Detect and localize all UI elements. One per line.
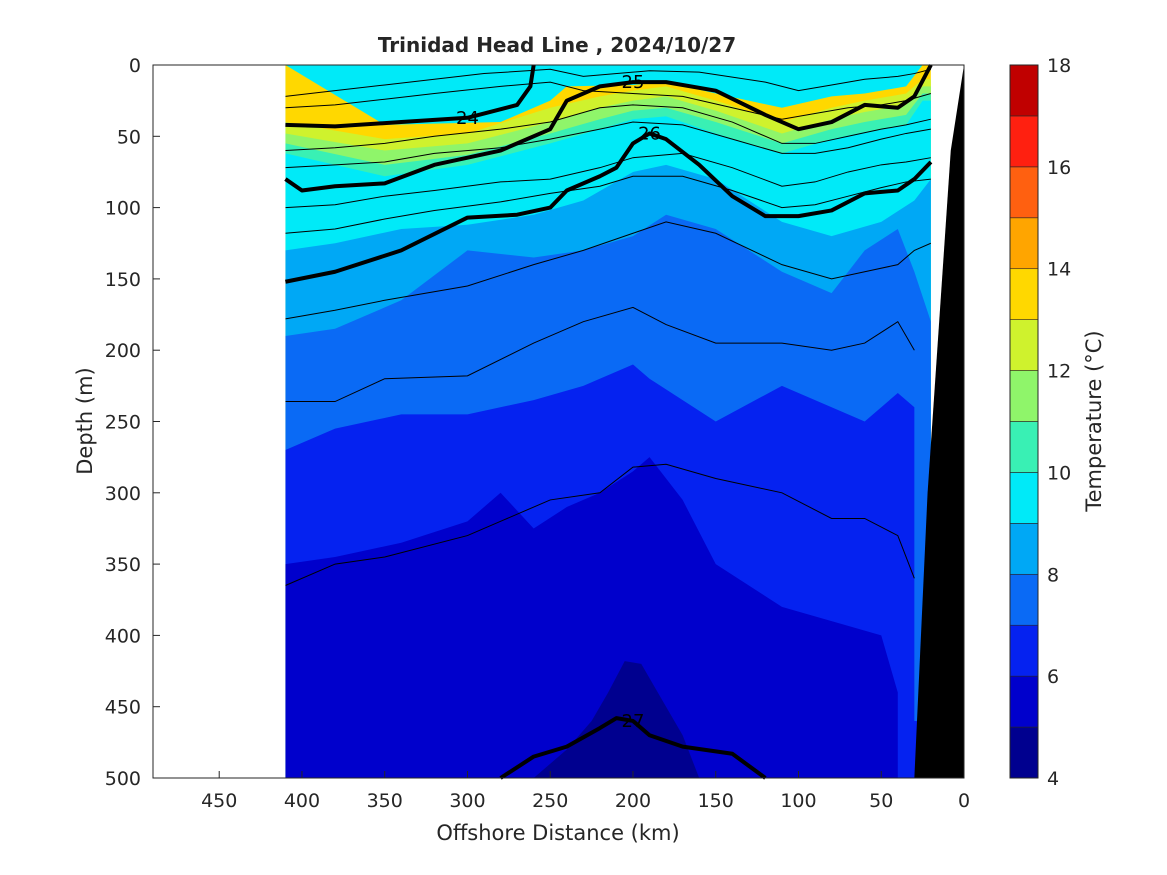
colorbar-tick-label: 16 [1047,157,1071,179]
colorbar-segment [1009,624,1039,677]
x-axis-label: Offshore Distance (km) [436,821,679,845]
x-tick-label: 100 [780,790,816,812]
y-tick-label: 200 [105,340,141,362]
contour-line-24 [285,64,536,129]
colorbar-segment [1009,726,1039,779]
colorbar-segment [1009,472,1039,524]
colorbar-label: Temperature (°C) [1082,330,1106,512]
colorbar-segment [1009,523,1039,575]
colorbar-segment [1009,268,1039,320]
colorbar-segment [1009,217,1039,270]
y-tick-label: 500 [105,768,141,790]
thin-isoline [285,306,915,403]
colorbar-frame [1009,64,1039,779]
colorbar-segment [1009,166,1039,219]
y-axis-label: Depth (m) [73,367,97,474]
seafloor [914,65,964,778]
isopycnal-labeled-contours: 24 25 26 27 [284,64,933,780]
colorbar-tick-label: 18 [1047,55,1071,77]
x-tick-label: 300 [449,790,485,812]
colorbar [1009,64,1039,779]
contour-label-27: 27 [622,711,645,732]
x-tick-label: 50 [869,790,893,812]
y-tick-label: 400 [105,625,141,647]
y-tick-label: 350 [105,554,141,576]
y-tick-label: 450 [105,697,141,719]
colorbar-tick-label: 10 [1047,462,1071,484]
colorbar-segment [1009,421,1039,473]
colorbar-tick-label: 8 [1047,564,1059,586]
colorbar-tick-label: 14 [1047,259,1071,281]
thin-isoline [285,68,931,97]
x-tick-label: 200 [615,790,651,812]
contour-label-26: 26 [638,123,661,144]
chart-title: Trinidad Head Line , 2024/10/27 [378,33,736,57]
x-tick-label: 250 [532,790,568,812]
thin-isoline [285,463,915,586]
plot-area: 24 25 26 27 [152,64,965,780]
contour-label-25: 25 [622,72,645,93]
x-axis-ticks: 450 400 350 300 250 200 150 100 50 0 [201,771,970,812]
thin-isoline [285,104,931,152]
contour-label-24: 24 [456,108,479,129]
y-tick-label: 0 [129,55,141,77]
colorbar-segment [1009,319,1039,371]
x-tick-label: 450 [201,790,237,812]
y-tick-label: 300 [105,483,141,505]
colorbar-segment [1009,573,1039,626]
x-tick-label: 0 [958,790,970,812]
thin-isoline [285,221,931,320]
contour-line-25 [284,64,933,193]
thin-isoline [285,121,931,169]
thin-isoline [285,152,931,209]
colorbar-segment [1009,115,1039,168]
colorbar-segment [1009,64,1039,117]
colorbar-tick-label: 6 [1047,666,1059,688]
y-tick-label: 150 [105,269,141,291]
contour-line-27 [499,716,767,780]
x-tick-label: 150 [698,790,734,812]
colorbar-ticks: 4 6 8 10 12 14 16 18 [1047,55,1071,790]
x-tick-label: 400 [284,790,320,812]
colorbar-segment [1009,675,1039,728]
x-tick-label: 350 [367,790,403,812]
colorbar-tick-label: 12 [1047,361,1071,383]
colorbar-segment [1009,370,1039,422]
y-tick-label: 50 [117,126,141,148]
colorbar-tick-label: 4 [1047,768,1059,790]
y-axis-ticks: 0 50 100 150 200 250 300 350 400 450 500 [105,55,160,790]
seafloor-bathymetry [914,65,964,778]
y-tick-label: 100 [105,198,141,220]
y-tick-label: 250 [105,412,141,434]
contour-line-26 [285,131,933,284]
temperature-layer [285,457,931,778]
